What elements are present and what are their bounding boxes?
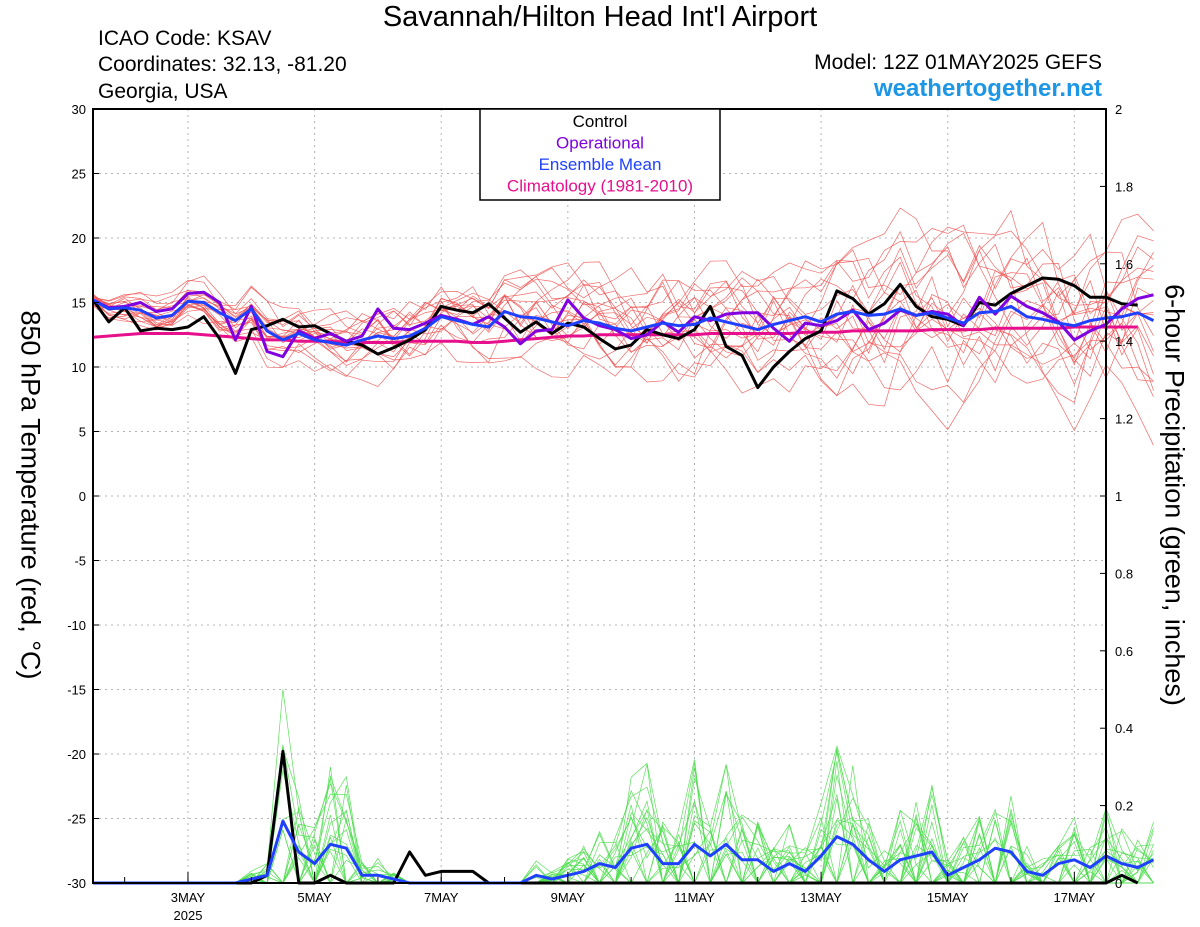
y-tick-label-right: 1.2 (1115, 412, 1133, 427)
y-tick-label-left: -5 (74, 554, 86, 569)
y-axis-label-right: 6-hour Precipitation (green, inches) (1159, 284, 1190, 706)
icao-code: ICAO Code: KSAV (98, 27, 272, 50)
x-tick-label: 13MAY (800, 890, 842, 905)
ensemble-member-temperature-line (92, 207, 1154, 391)
chart-title: Savannah/Hilton Head Int'l Airport (382, 1, 818, 33)
ensemble-member-temperature-line (92, 278, 1154, 391)
legend-entry: Ensemble Mean (539, 155, 662, 174)
control-precipitation-line (93, 749, 1139, 885)
ensemble-member-temperature-line (92, 289, 1154, 404)
ensemble-member-temperature-line (92, 224, 1154, 375)
ensemble-member-temperature-line (92, 230, 1154, 407)
y-tick-label-left: 0 (79, 489, 86, 504)
ensemble-members-precipitation (93, 689, 1154, 885)
ensemble-member-temperature-line (92, 213, 1154, 431)
ensemble-member-temperature-line (92, 252, 1154, 384)
x-tick-label: 15MAY (927, 890, 969, 905)
x-year-label: 2025 (174, 908, 203, 923)
y-tick-label-left: 5 (79, 425, 86, 440)
x-tick-label: 7MAY (424, 890, 459, 905)
y-tick-label-right: 0.4 (1115, 721, 1133, 736)
y-tick-label-left: 25 (72, 167, 86, 182)
y-tick-label-right: 1.8 (1115, 179, 1133, 194)
y-tick-label-right: 1.4 (1115, 334, 1133, 349)
y-tick-label-left: 20 (72, 231, 86, 246)
y-tick-label-left: 15 (72, 296, 86, 311)
x-tick-label: 9MAY (551, 890, 586, 905)
ensemble-mean-precipitation-line (93, 819, 1155, 885)
ensemble-member-temperature-line (92, 235, 1154, 386)
x-tick-label: 17MAY (1054, 890, 1096, 905)
y-tick-label-left: 10 (72, 360, 86, 375)
ensemble-member-temperature-line (92, 232, 1154, 382)
y-tick-label-right: 0.8 (1115, 566, 1133, 581)
ensemble-member-temperature-line (92, 244, 1154, 446)
legend-box (479, 108, 721, 201)
y-axis-label-left: 850 hPa Temperature (red, °C) (15, 310, 46, 680)
ensemble-member-precipitation-line (93, 816, 1154, 885)
y-tick-label-left: -10 (67, 618, 86, 633)
y-tick-label-left: -20 (67, 747, 86, 762)
ensemble-member-temperature-line (92, 243, 1154, 397)
x-tick-label: 5MAY (297, 890, 332, 905)
x-tick-label: 3MAY (171, 890, 206, 905)
y-tick-label-right: 2 (1115, 102, 1122, 117)
legend-entry: Climatology (1981-2010) (507, 177, 693, 196)
model-run: Model: 12Z 01MAY2025 GEFS (814, 51, 1102, 74)
operational-temperature-line (92, 290, 1154, 359)
y-tick-label-right: 1 (1115, 489, 1122, 504)
ensemble-member-temperature-line (92, 267, 1154, 365)
y-tick-label-right: 0 (1115, 876, 1122, 891)
y-tick-label-left: -25 (67, 812, 86, 827)
ensemble-member-temperature-line (92, 279, 1154, 366)
ensemble-members-temperature (92, 207, 1154, 446)
coordinates: Coordinates: 32.13, -81.20 (98, 53, 347, 76)
legend-entry: Control (573, 112, 628, 131)
y-tick-label-left: -30 (67, 876, 86, 891)
y-tick-label-right: 0.6 (1115, 644, 1133, 659)
legend-entry: Operational (556, 134, 644, 153)
y-tick-label-left: -15 (67, 683, 86, 698)
x-tick-label: 11MAY (674, 890, 715, 905)
ensemble-mean-temperature-line (92, 298, 1155, 347)
y-tick-label-left: 30 (72, 102, 86, 117)
y-tick-label-right: 0.2 (1115, 799, 1133, 814)
region: Georgia, USA (98, 80, 228, 103)
site-link[interactable]: weathertogether.net (873, 75, 1102, 102)
y-tick-label-right: 1.6 (1115, 257, 1133, 272)
climatology-1981-2010-temperature-line (92, 325, 1138, 344)
